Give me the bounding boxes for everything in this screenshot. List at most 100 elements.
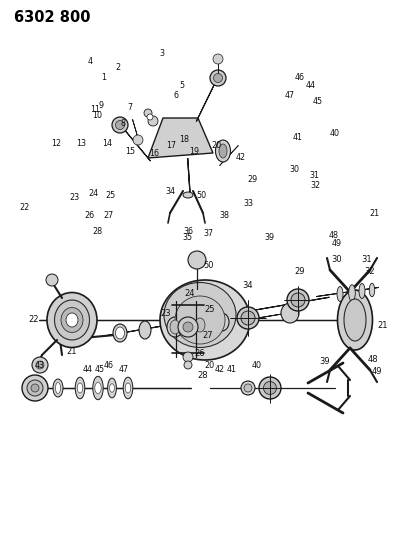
- Text: 22: 22: [20, 204, 30, 213]
- Ellipse shape: [66, 313, 78, 327]
- Text: 38: 38: [219, 211, 229, 220]
- Ellipse shape: [259, 377, 281, 399]
- Text: 40: 40: [252, 361, 262, 370]
- Text: 24: 24: [185, 288, 195, 297]
- Ellipse shape: [349, 285, 355, 301]
- Ellipse shape: [123, 377, 133, 399]
- Ellipse shape: [213, 74, 222, 83]
- Text: 43: 43: [35, 361, 45, 370]
- Text: 29: 29: [248, 174, 258, 183]
- Circle shape: [183, 352, 193, 362]
- Text: 26: 26: [84, 211, 94, 220]
- Ellipse shape: [241, 381, 255, 395]
- Text: 31: 31: [361, 255, 373, 264]
- Ellipse shape: [139, 321, 151, 339]
- Text: 40: 40: [330, 128, 340, 138]
- Text: 21: 21: [67, 348, 77, 357]
- Text: 32: 32: [310, 181, 320, 190]
- Circle shape: [46, 274, 58, 286]
- Text: 27: 27: [203, 330, 213, 340]
- Text: 39: 39: [320, 358, 330, 367]
- Ellipse shape: [55, 300, 89, 340]
- Text: 49: 49: [372, 367, 382, 376]
- Ellipse shape: [113, 324, 127, 342]
- Text: 20: 20: [211, 141, 221, 150]
- Ellipse shape: [125, 383, 131, 393]
- Text: 42: 42: [236, 154, 246, 163]
- Text: 34: 34: [243, 280, 253, 289]
- Text: 46: 46: [295, 74, 305, 83]
- Text: 45: 45: [95, 365, 105, 374]
- Text: 42: 42: [215, 366, 225, 375]
- Polygon shape: [120, 125, 151, 161]
- Text: 7: 7: [127, 103, 133, 112]
- Ellipse shape: [95, 382, 101, 393]
- Ellipse shape: [167, 317, 183, 337]
- Ellipse shape: [287, 289, 309, 311]
- Text: 50: 50: [204, 261, 214, 270]
- Text: 20: 20: [204, 361, 214, 370]
- Ellipse shape: [359, 284, 365, 298]
- Text: 44: 44: [83, 365, 93, 374]
- Text: 41: 41: [293, 133, 303, 141]
- Text: 17: 17: [166, 141, 176, 150]
- Ellipse shape: [170, 320, 180, 334]
- Circle shape: [178, 317, 198, 337]
- Ellipse shape: [61, 308, 83, 333]
- Text: 6: 6: [173, 92, 179, 101]
- Text: 50: 50: [196, 191, 206, 200]
- Circle shape: [32, 357, 48, 373]
- Ellipse shape: [281, 303, 299, 323]
- Text: 15: 15: [125, 147, 135, 156]
- Circle shape: [213, 54, 223, 64]
- Text: 10: 10: [92, 110, 102, 119]
- Circle shape: [133, 135, 143, 145]
- Text: 6302 800: 6302 800: [14, 10, 91, 25]
- Polygon shape: [196, 77, 218, 122]
- Ellipse shape: [160, 280, 250, 360]
- Text: 22: 22: [29, 316, 39, 325]
- Ellipse shape: [264, 382, 277, 394]
- Ellipse shape: [210, 70, 226, 86]
- Text: 21: 21: [378, 320, 388, 329]
- Text: 48: 48: [329, 230, 339, 239]
- Text: 27: 27: [104, 211, 114, 220]
- Ellipse shape: [195, 318, 205, 332]
- Circle shape: [188, 251, 206, 269]
- Circle shape: [36, 361, 44, 369]
- Text: 5: 5: [180, 82, 184, 91]
- Text: 35: 35: [182, 233, 192, 243]
- Ellipse shape: [337, 290, 373, 350]
- Polygon shape: [220, 146, 238, 166]
- Ellipse shape: [241, 311, 255, 325]
- Text: 23: 23: [161, 309, 171, 318]
- Text: 11: 11: [90, 104, 100, 114]
- Text: 33: 33: [243, 198, 253, 207]
- Ellipse shape: [164, 282, 236, 348]
- Ellipse shape: [110, 384, 114, 392]
- Ellipse shape: [192, 315, 208, 335]
- Text: 49: 49: [332, 239, 342, 248]
- Ellipse shape: [93, 376, 103, 400]
- Text: 41: 41: [227, 366, 237, 375]
- Ellipse shape: [115, 327, 124, 339]
- Text: 9: 9: [98, 101, 104, 110]
- Circle shape: [184, 361, 192, 369]
- Text: 18: 18: [179, 135, 189, 144]
- Text: 25: 25: [106, 190, 116, 199]
- Text: 44: 44: [306, 82, 316, 91]
- Text: 14: 14: [102, 139, 112, 148]
- Text: 46: 46: [104, 361, 114, 370]
- Ellipse shape: [237, 307, 259, 329]
- Text: 28: 28: [92, 227, 102, 236]
- Text: 25: 25: [205, 305, 215, 314]
- Text: 24: 24: [88, 189, 98, 198]
- Text: 13: 13: [76, 139, 86, 148]
- Ellipse shape: [27, 380, 43, 396]
- Ellipse shape: [31, 384, 39, 392]
- Text: 1: 1: [102, 74, 106, 83]
- Ellipse shape: [77, 383, 83, 393]
- Ellipse shape: [291, 293, 305, 307]
- Ellipse shape: [47, 293, 97, 348]
- Text: 28: 28: [198, 370, 208, 379]
